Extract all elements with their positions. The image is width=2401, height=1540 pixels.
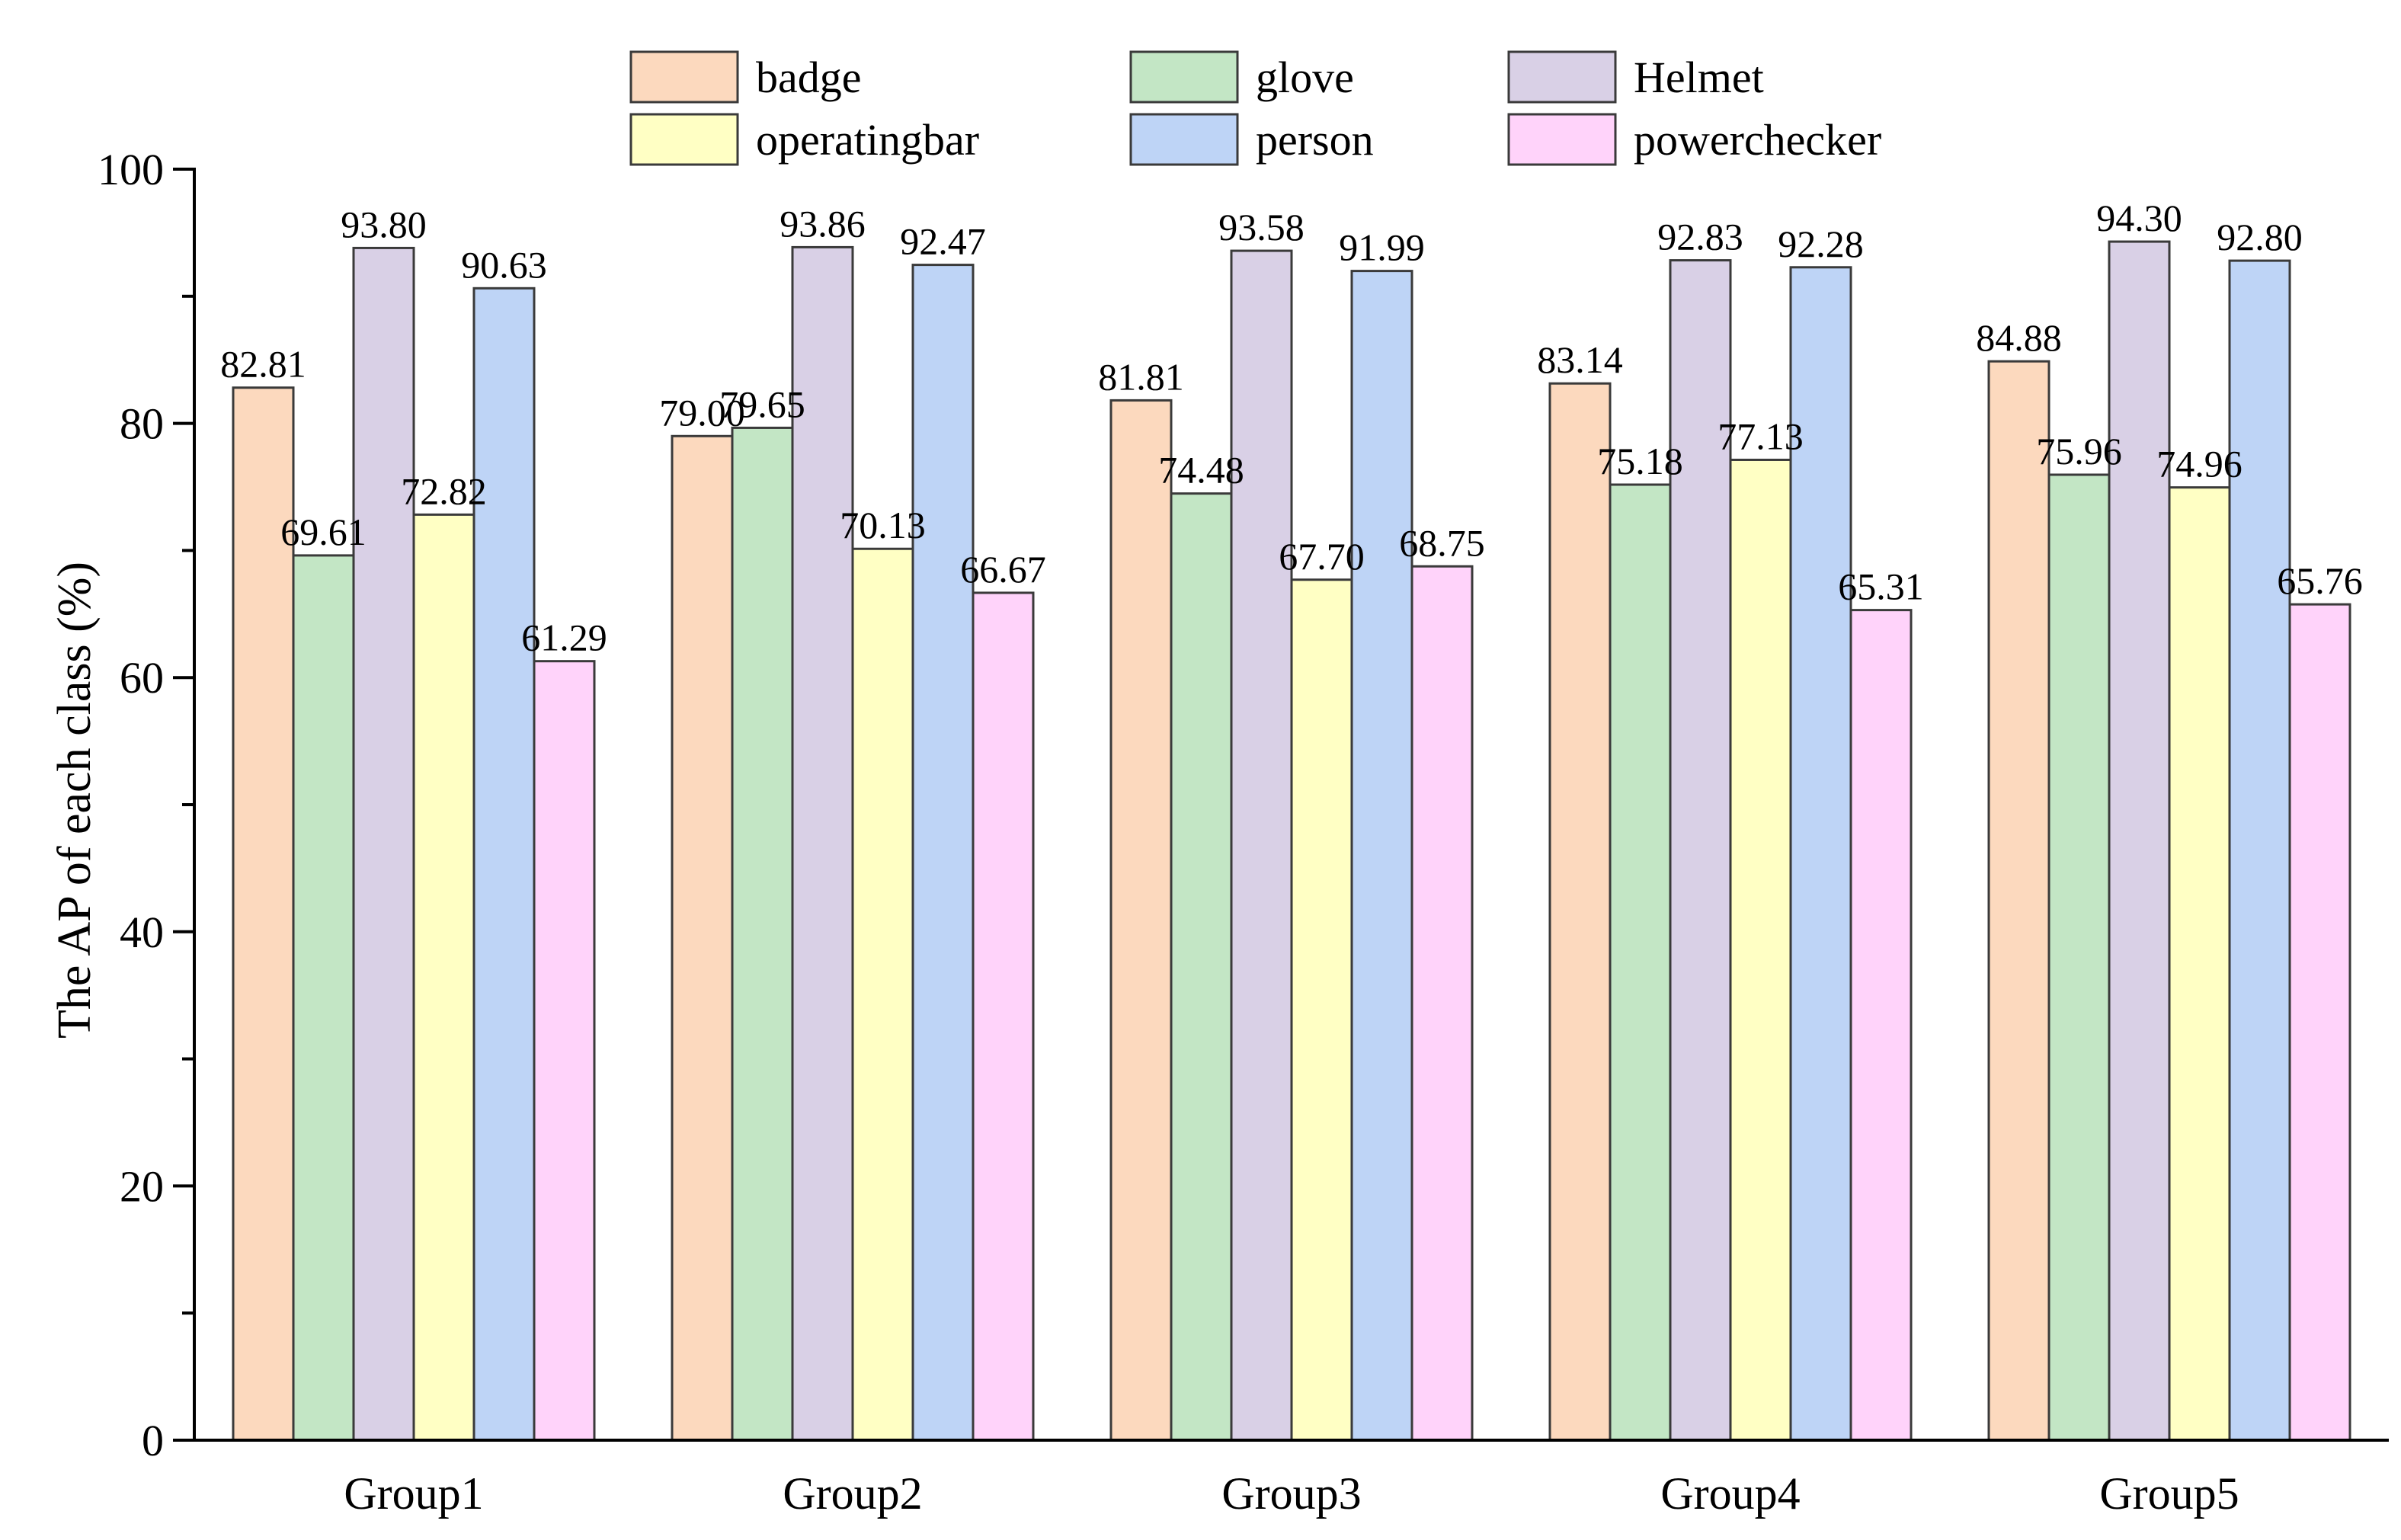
legend-swatch-powerchecker	[1507, 113, 1617, 166]
legend: badge glove Helmet operatingbar person powerc…	[629, 50, 1881, 166]
data-label-group2-operatingbar: 70.13	[840, 504, 926, 546]
legend-swatch-operatingbar	[629, 113, 739, 166]
data-label-group3-operatingbar: 67.70	[1279, 535, 1365, 578]
bar-group2-person	[911, 264, 975, 1442]
bar-group3-helmet	[1230, 249, 1293, 1442]
legend-label-badge: badge	[756, 53, 862, 102]
y-tick-label-0: 0	[142, 1416, 164, 1465]
data-label-group4-powerchecker: 65.31	[1838, 565, 1924, 608]
y-tick-label-40: 40	[120, 908, 164, 957]
data-label-group2-powerchecker: 66.67	[960, 548, 1046, 591]
legend-swatch-helmet	[1507, 50, 1617, 104]
data-label-group5-glove: 75.96	[2036, 430, 2122, 472]
bar-group3-powerchecker	[1410, 565, 1474, 1442]
legend-label-glove: glove	[1256, 53, 1354, 102]
legend-label-person: person	[1256, 115, 1374, 165]
data-label-group1-glove: 69.61	[280, 511, 367, 553]
data-label-group5-operatingbar: 74.96	[2156, 443, 2243, 485]
data-label-group2-person: 92.47	[900, 220, 986, 263]
bar-group4-operatingbar	[1729, 458, 1792, 1442]
bar-group3-glove	[1170, 492, 1233, 1442]
data-label-group1-badge: 82.81	[220, 343, 306, 386]
legend-swatch-badge	[629, 50, 739, 104]
bar-group5-helmet	[2108, 240, 2171, 1442]
bar-group1-helmet	[352, 246, 415, 1442]
bar-group2-glove	[731, 426, 794, 1442]
data-label-group3-badge: 81.81	[1098, 355, 1184, 398]
data-label-group3-glove: 74.48	[1158, 449, 1244, 491]
bar-group4-powerchecker	[1849, 609, 1913, 1442]
bar-group1-person	[472, 287, 536, 1442]
bar-group3-person	[1350, 270, 1413, 1442]
data-label-group5-helmet: 94.30	[2096, 197, 2182, 239]
legend-label-operatingbar: operatingbar	[756, 115, 979, 165]
bar-group5-glove	[2047, 473, 2111, 1442]
bar-group1-glove	[292, 554, 355, 1442]
data-label-group3-helmet: 93.58	[1218, 206, 1305, 248]
bars-layer	[232, 240, 2351, 1442]
legend-swatch-glove	[1129, 50, 1239, 104]
bar-group3-badge	[1109, 399, 1173, 1442]
data-label-group4-glove: 75.18	[1597, 440, 1683, 482]
bar-group3-operatingbar	[1290, 578, 1353, 1442]
data-label-group2-badge: 79.00	[659, 391, 745, 434]
bar-group5-powerchecker	[2288, 603, 2351, 1442]
bar-group5-person	[2228, 259, 2291, 1442]
bar-group4-badge	[1548, 382, 1612, 1442]
x-tick-label-group5: Group5	[2099, 1468, 2239, 1519]
data-label-group1-person: 90.63	[461, 243, 547, 286]
bar-group1-badge	[232, 386, 295, 1442]
data-label-group5-powerchecker: 65.76	[2277, 559, 2363, 602]
bar-group2-helmet	[791, 245, 854, 1442]
y-axis-title: The AP of each class (%)	[49, 562, 101, 1039]
data-label-group1-operatingbar: 72.82	[401, 469, 487, 512]
bar-group4-person	[1789, 266, 1852, 1442]
data-label-group5-badge: 84.88	[1976, 316, 2062, 359]
bar-group4-glove	[1609, 483, 1672, 1442]
bar-group2-operatingbar	[851, 547, 914, 1442]
data-label-group4-helmet: 92.83	[1657, 216, 1743, 258]
y-tick-label-20: 20	[120, 1161, 164, 1211]
bar-group5-operatingbar	[2168, 486, 2231, 1442]
y-tick-label-80: 80	[120, 399, 164, 449]
legend-swatch-person	[1129, 113, 1239, 166]
bar-group2-badge	[671, 434, 734, 1442]
data-label-group5-person: 92.80	[2217, 216, 2303, 258]
legend-label-powerchecker: powerchecker	[1634, 115, 1881, 165]
y-tick-label-60: 60	[120, 653, 164, 703]
axes-layer: Group1 Group2 Group3 Group4 Group5 0 20 40 60 80 1…	[98, 145, 2389, 1519]
bar-group2-powerchecker	[972, 591, 1035, 1442]
y-tick-label-100: 100	[98, 145, 164, 194]
bar-group5-badge	[1987, 360, 2050, 1442]
data-label-group1-powerchecker: 61.29	[521, 616, 607, 659]
x-tick-label-group1: Group1	[344, 1468, 483, 1519]
bar-group4-helmet	[1669, 259, 1732, 1442]
x-tick-label-group3: Group3	[1221, 1468, 1361, 1519]
data-label-group4-person: 92.28	[1778, 223, 1864, 265]
bar-group1-powerchecker	[533, 660, 596, 1442]
data-label-group4-badge: 83.14	[1537, 338, 1623, 381]
x-tick-label-group2: Group2	[783, 1468, 922, 1519]
x-tick-label-group4: Group4	[1660, 1468, 1800, 1519]
bar-group1-operatingbar	[412, 513, 475, 1442]
data-label-group4-operatingbar: 77.13	[1718, 415, 1804, 457]
data-label-group3-person: 91.99	[1339, 226, 1425, 269]
data-label-group1-helmet: 93.80	[341, 203, 427, 245]
data-label-group2-glove: 79.65	[719, 383, 805, 425]
data-label-group2-helmet: 93.86	[780, 202, 866, 245]
data-label-group3-powerchecker: 68.75	[1399, 521, 1485, 564]
legend-label-helmet: Helmet	[1634, 53, 1764, 102]
data-labels-layer: 82.81 69.61 93.80 72.82 90.63 61.29 79.0079.65…	[220, 197, 2363, 659]
